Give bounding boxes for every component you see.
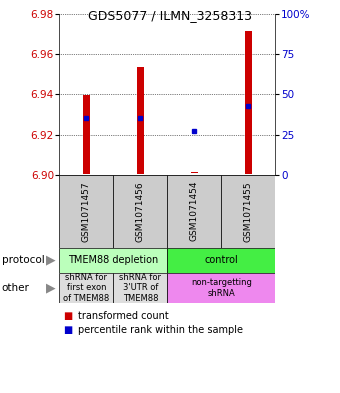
Text: protocol: protocol <box>2 255 45 265</box>
Text: GSM1071455: GSM1071455 <box>244 181 253 242</box>
Bar <box>59 248 168 273</box>
Text: ▶: ▶ <box>46 254 55 267</box>
Text: shRNA for
first exon
of TMEM88: shRNA for first exon of TMEM88 <box>63 273 109 303</box>
Bar <box>114 273 167 303</box>
Text: shRNA for
3'UTR of
TMEM88: shRNA for 3'UTR of TMEM88 <box>119 273 162 303</box>
Text: TMEM88 depletion: TMEM88 depletion <box>68 255 158 265</box>
Bar <box>168 175 221 248</box>
Text: GSM1071454: GSM1071454 <box>190 181 199 241</box>
Text: GDS5077 / ILMN_3258313: GDS5077 / ILMN_3258313 <box>88 9 252 22</box>
Bar <box>245 31 252 174</box>
Text: other: other <box>2 283 30 293</box>
Bar <box>221 175 275 248</box>
Bar <box>59 273 114 303</box>
Bar <box>168 248 275 273</box>
Text: non-targetting
shRNA: non-targetting shRNA <box>191 278 252 298</box>
Text: GSM1071457: GSM1071457 <box>82 181 91 242</box>
Bar <box>137 67 144 174</box>
Bar <box>191 172 198 173</box>
Text: percentile rank within the sample: percentile rank within the sample <box>78 325 243 335</box>
Bar <box>59 175 114 248</box>
Bar <box>83 95 90 174</box>
Text: GSM1071456: GSM1071456 <box>136 181 145 242</box>
Bar <box>114 175 167 248</box>
Text: ■: ■ <box>63 311 72 321</box>
Text: control: control <box>205 255 238 265</box>
Text: ▶: ▶ <box>46 281 55 294</box>
Bar <box>168 273 275 303</box>
Text: transformed count: transformed count <box>78 311 169 321</box>
Text: ■: ■ <box>63 325 72 335</box>
